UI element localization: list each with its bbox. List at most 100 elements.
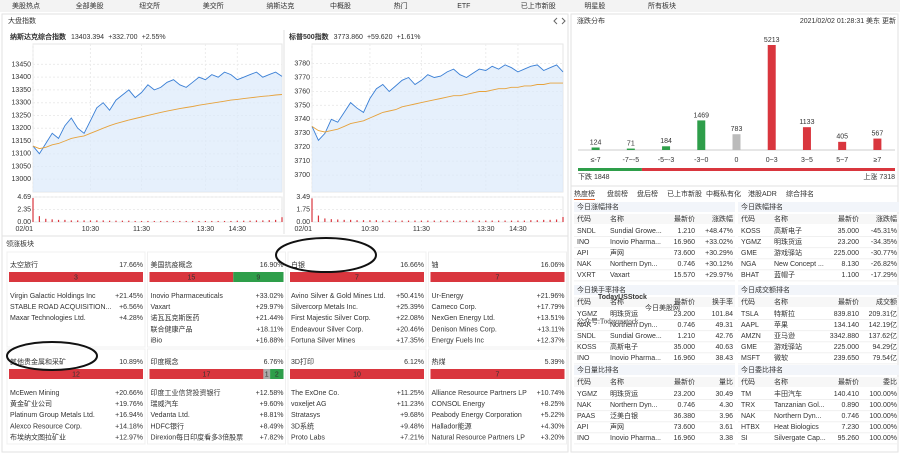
rank-value: 100.00% — [869, 391, 897, 398]
table-header-bg — [738, 214, 899, 224]
stock-name: Ur-Energy — [432, 293, 464, 300]
column-header: 代码 — [577, 377, 591, 386]
update-time: 2021/02/02 01:28:31 美东 更新 — [800, 16, 896, 25]
volume-bar — [401, 220, 403, 222]
column-header: 名称 — [610, 297, 624, 306]
sector-name: 铀 — [432, 260, 439, 269]
table-header-bg — [574, 214, 735, 224]
nav-tab[interactable]: 热门 — [394, 1, 408, 10]
column-header: 最新价 — [838, 214, 859, 223]
index-price: 3773.860 — [334, 34, 363, 41]
nav-tab[interactable]: 全部美股 — [76, 1, 104, 10]
x-tick-label: -3~0 — [694, 157, 708, 164]
sector-change: 16.90% — [260, 262, 284, 269]
last-price: 0.746 — [677, 322, 695, 329]
bar-value-label: 71 — [627, 140, 635, 147]
x-tick-label: 11:30 — [133, 226, 150, 233]
nav-tab[interactable]: 纳斯达克 — [266, 1, 294, 10]
nav-tab[interactable]: 美交所 — [203, 1, 224, 10]
nav-tab[interactable]: 中概股 — [330, 1, 351, 10]
bar-value-label: 124 — [590, 139, 602, 146]
y-tick-label: 3750 — [294, 102, 310, 109]
volume-bar — [192, 220, 194, 222]
volume-bar — [211, 220, 213, 222]
volume-tick-label: 0.00 — [296, 219, 310, 226]
stock-code: YGMZ — [577, 391, 598, 398]
stock-name: voxeljet AG — [291, 401, 326, 408]
nav-tab[interactable]: ETF — [457, 3, 470, 10]
volume-bar — [324, 218, 326, 222]
stock-change: +3.20% — [541, 435, 565, 442]
volume-bar — [236, 220, 238, 222]
volume-bar — [147, 220, 149, 222]
breadth-count: 17 — [203, 371, 211, 378]
table-title-bg — [574, 202, 735, 212]
last-price: 16.960 — [674, 435, 696, 442]
stock-change: +8.81% — [260, 412, 284, 419]
volume-bar — [217, 220, 219, 222]
volume-bar — [388, 220, 390, 222]
last-price: 0.746 — [841, 413, 859, 420]
stock-change: +16.88% — [256, 338, 284, 345]
rank-tab[interactable]: 港股ADR — [748, 189, 777, 198]
stock-code: NAK — [577, 402, 592, 409]
stock-name: 印度工业信贷投资银行 — [151, 388, 221, 397]
bar-value-label: 405 — [836, 134, 848, 141]
rank-tab[interactable]: 中概私有化 — [706, 189, 741, 198]
volume-bar — [243, 220, 245, 222]
stock-code: TRX — [741, 402, 755, 409]
last-price: 73.600 — [674, 424, 696, 431]
volume-bar — [485, 220, 487, 222]
column-header: 委比 — [883, 377, 897, 386]
bar — [873, 138, 882, 150]
volume-bar — [51, 219, 53, 222]
sector-name: 印度概念 — [151, 357, 179, 366]
up-count: 7318 — [879, 174, 895, 181]
down-count: 1848 — [594, 174, 610, 181]
x-tick-label: ≤-7 — [591, 157, 601, 164]
stock-name: Inovio Pharma... — [610, 239, 661, 246]
sector-name: 热煤 — [432, 357, 446, 366]
rank-tab[interactable]: 盘后榜 — [637, 189, 658, 198]
sector-change: 6.76% — [264, 359, 284, 366]
rank-tab[interactable]: 已上市新股 — [667, 189, 702, 198]
rank-value: 101.84 — [712, 311, 734, 318]
stock-code: INO — [577, 435, 590, 442]
nav-tab[interactable]: 所有板块 — [648, 1, 676, 10]
sector-card — [287, 348, 427, 445]
rank-value: 100.00% — [869, 424, 897, 431]
nav-tab[interactable]: 美股热点 — [12, 1, 40, 10]
rank-value: 3.96 — [719, 413, 733, 420]
stock-name: Inovio Pharma... — [610, 435, 661, 442]
last-price: 0.746 — [677, 402, 695, 409]
volume-tick-label: 4.69 — [17, 194, 31, 201]
last-price: 839.810 — [834, 311, 859, 318]
stock-change: +16.94% — [115, 412, 143, 419]
volume-bar — [472, 220, 474, 222]
rank-tab[interactable]: 盘前榜 — [607, 189, 628, 198]
table-header-bg — [574, 297, 735, 307]
breadth-bar — [290, 272, 424, 282]
watermark-brand: TodayUSStock — [598, 294, 647, 301]
bar-value-label: 783 — [731, 126, 743, 133]
nav-tab[interactable]: 已上市新股 — [521, 1, 556, 10]
bar — [662, 146, 671, 150]
stock-change: +20.66% — [115, 390, 143, 397]
next-arrow[interactable] — [561, 17, 566, 25]
volume-bar — [140, 220, 143, 222]
nav-tab[interactable]: 纽交所 — [139, 1, 160, 10]
prev-arrow[interactable] — [553, 17, 558, 25]
nav-tab[interactable]: 明星股 — [584, 2, 605, 10]
rank-tab[interactable]: 热度榜 — [574, 189, 595, 198]
bar — [732, 134, 741, 150]
volume-bar — [427, 220, 429, 222]
y-tick-label: 13400 — [12, 74, 32, 81]
breadth-count: 7 — [355, 274, 359, 281]
rank-tab[interactable]: 综合排名 — [786, 189, 814, 198]
last-price: 1.210 — [677, 228, 695, 235]
volume-bar — [134, 220, 136, 222]
stock-change: +10.74% — [537, 390, 565, 397]
rank-value: 3.38 — [719, 435, 733, 442]
stock-name: Fortuna Silver Mines — [291, 338, 356, 345]
